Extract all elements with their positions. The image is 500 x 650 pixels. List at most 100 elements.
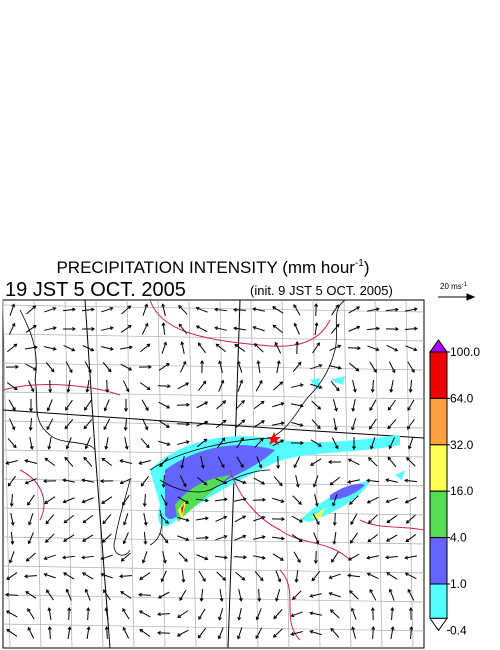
wind-head	[178, 323, 183, 328]
wind-shaft	[181, 569, 185, 583]
wind-shaft	[10, 531, 14, 545]
wind-head	[32, 324, 37, 329]
wind-shaft	[81, 555, 95, 559]
wind-head	[128, 366, 133, 371]
wind-arrow	[276, 360, 281, 373]
wind-shaft	[386, 572, 398, 580]
wind-shaft	[405, 534, 417, 542]
wind-head	[165, 363, 170, 367]
wind-arrow	[196, 420, 209, 427]
wind-head	[310, 462, 314, 466]
wind-shaft	[218, 608, 224, 620]
wind-head	[222, 400, 227, 404]
wind-arrow	[178, 323, 188, 335]
wind-head	[351, 626, 355, 631]
wind-head	[66, 388, 71, 393]
wind-arrow	[177, 535, 190, 542]
wind-arrow	[82, 534, 94, 542]
wind-arrow	[236, 437, 244, 449]
wind-arrow	[159, 457, 169, 468]
wind-arrow	[180, 341, 185, 354]
wind-arrow	[255, 627, 263, 640]
wind-head	[385, 538, 390, 542]
wind-shaft	[407, 418, 415, 430]
wind-arrow	[100, 554, 113, 561]
wind-shaft	[369, 361, 377, 373]
wind-head	[404, 478, 408, 483]
wind-arrow	[385, 478, 398, 483]
wind-shaft	[329, 573, 341, 579]
wind-arrow	[407, 399, 415, 412]
wind-arrow	[158, 363, 170, 371]
title: PRECIPITATION INTENSITY (mm hour-1)	[56, 258, 369, 277]
wind-shaft	[273, 609, 283, 619]
wind-head	[242, 534, 247, 539]
wind-shaft	[386, 497, 398, 503]
wind-shaft	[44, 327, 56, 331]
wind-arrow	[83, 419, 93, 430]
wind-arrow	[387, 419, 397, 430]
wind-head	[125, 388, 130, 393]
wind-head	[144, 426, 149, 431]
grid-line	[2, 391, 425, 400]
wind-arrow	[292, 495, 302, 505]
wind-head	[185, 518, 190, 522]
wind-head	[200, 464, 205, 469]
wind-arrow	[371, 626, 376, 640]
wind-head	[203, 438, 208, 443]
wind-head	[119, 459, 124, 463]
wind-shaft	[157, 613, 171, 615]
wind-shaft	[24, 575, 38, 577]
grid-line	[2, 362, 425, 371]
wind-shaft	[178, 323, 188, 335]
wind-head	[11, 322, 16, 327]
wind-arrow	[9, 303, 16, 316]
wind-shaft	[291, 534, 303, 542]
wind-head	[161, 484, 166, 488]
wind-head	[71, 347, 76, 352]
wind-shaft	[273, 476, 283, 486]
wind-arrow	[138, 592, 152, 597]
wind-head	[146, 343, 151, 348]
wind-head	[352, 446, 356, 450]
wind-arrow	[8, 399, 16, 412]
wind-head	[122, 540, 127, 545]
wind-arrow	[47, 437, 52, 450]
wind-head	[240, 437, 244, 441]
wind-head	[330, 627, 335, 632]
marker-star	[267, 432, 281, 445]
wind-shaft	[162, 322, 166, 336]
wind-head	[167, 384, 171, 389]
grid-line	[2, 333, 425, 342]
wind-head	[164, 539, 169, 544]
wind-arrow	[179, 475, 187, 488]
wind-shaft	[256, 456, 262, 468]
wind-head	[243, 555, 247, 560]
wind-head	[138, 461, 143, 465]
wind-shaft	[219, 588, 223, 602]
wind-shaft	[158, 440, 170, 446]
wind-shaft	[215, 516, 227, 522]
wind-arrow	[217, 627, 224, 640]
wind-head	[318, 385, 323, 390]
wind-head	[241, 576, 246, 581]
wind-arrow	[218, 360, 223, 373]
wind-arrow	[63, 344, 76, 352]
wind-shaft	[105, 607, 109, 621]
wind-head	[104, 626, 109, 630]
wind-arrow	[46, 418, 54, 431]
wind-head	[84, 406, 88, 411]
wind-arrow	[159, 514, 169, 525]
wind-shaft	[27, 627, 35, 639]
wind-head	[279, 381, 284, 386]
wind-arrow	[103, 418, 111, 431]
wind-shaft	[333, 531, 337, 545]
wind-arrow	[328, 460, 342, 464]
wind-arrow	[62, 497, 75, 504]
wind-arrow	[293, 303, 301, 316]
wind-shaft	[293, 304, 301, 316]
wind-arrow	[101, 306, 114, 313]
wind-shaft	[157, 385, 171, 387]
wind-head	[311, 577, 316, 582]
wind-head	[101, 500, 106, 504]
